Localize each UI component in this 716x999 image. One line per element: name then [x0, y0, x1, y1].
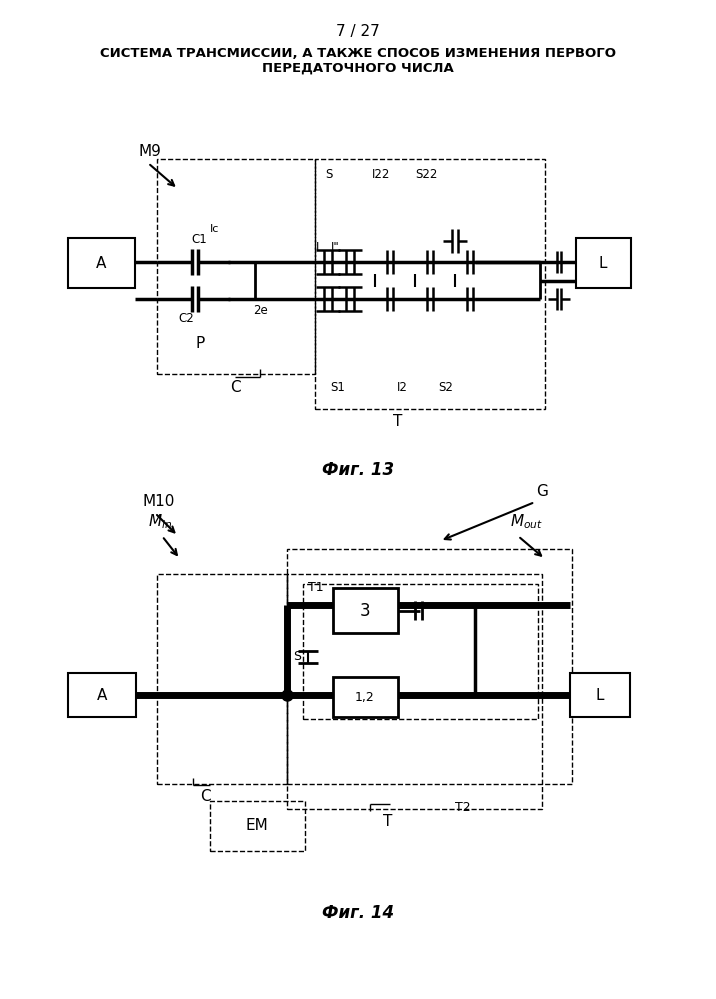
Bar — [315, 159, 545, 409]
Text: P: P — [195, 336, 205, 351]
Text: C: C — [230, 380, 241, 395]
Text: A: A — [96, 256, 106, 271]
Bar — [570, 673, 630, 717]
Bar — [333, 677, 398, 717]
Bar — [68, 238, 135, 288]
Text: S2: S2 — [438, 381, 453, 394]
Bar — [157, 159, 315, 374]
Text: T: T — [383, 814, 392, 829]
Text: Ic: Ic — [210, 224, 219, 234]
Text: $M_{out}$: $M_{out}$ — [510, 512, 543, 531]
Bar — [210, 801, 305, 851]
Text: I": I" — [331, 241, 339, 254]
Text: 7 / 27: 7 / 27 — [336, 24, 380, 39]
Bar — [333, 588, 398, 633]
Text: Фиг. 14: Фиг. 14 — [322, 904, 394, 922]
Text: A: A — [97, 687, 107, 702]
Text: I22: I22 — [372, 168, 390, 181]
Text: СИСТЕМА ТРАНСМИССИИ, А ТАКЖЕ СПОСОБ ИЗМЕНЕНИЯ ПЕРВОГО: СИСТЕМА ТРАНСМИССИИ, А ТАКЖЕ СПОСОБ ИЗМЕ… — [100, 47, 616, 60]
Bar — [576, 238, 631, 288]
Text: S1: S1 — [330, 381, 345, 394]
Text: T2: T2 — [455, 801, 470, 814]
Text: S: S — [293, 650, 301, 663]
Bar — [287, 549, 572, 784]
Text: C2: C2 — [178, 312, 194, 325]
Text: Фиг. 13: Фиг. 13 — [322, 461, 394, 479]
Text: L: L — [596, 687, 604, 702]
Text: ПЕРЕДАТОЧНОГО ЧИСЛА: ПЕРЕДАТОЧНОГО ЧИСЛА — [262, 62, 454, 75]
Text: S: S — [325, 168, 332, 181]
Text: $M_{in}$: $M_{in}$ — [148, 512, 172, 531]
Text: M10: M10 — [143, 494, 175, 509]
Text: I: I — [316, 241, 319, 254]
Text: S22: S22 — [415, 168, 437, 181]
Text: C: C — [200, 789, 211, 804]
Text: I2: I2 — [397, 381, 408, 394]
Text: G: G — [536, 484, 548, 499]
Bar — [287, 574, 542, 809]
Text: T1: T1 — [308, 581, 324, 594]
Bar — [303, 584, 538, 719]
Bar — [157, 574, 287, 784]
Bar — [68, 673, 136, 717]
Text: EM: EM — [246, 818, 268, 833]
Text: C1: C1 — [191, 233, 207, 246]
Text: L: L — [599, 256, 607, 271]
Text: 3: 3 — [359, 602, 370, 620]
Text: 1,2: 1,2 — [355, 690, 375, 703]
Text: T: T — [393, 414, 402, 429]
Text: 2e: 2e — [253, 304, 268, 317]
Text: M9: M9 — [138, 144, 161, 159]
